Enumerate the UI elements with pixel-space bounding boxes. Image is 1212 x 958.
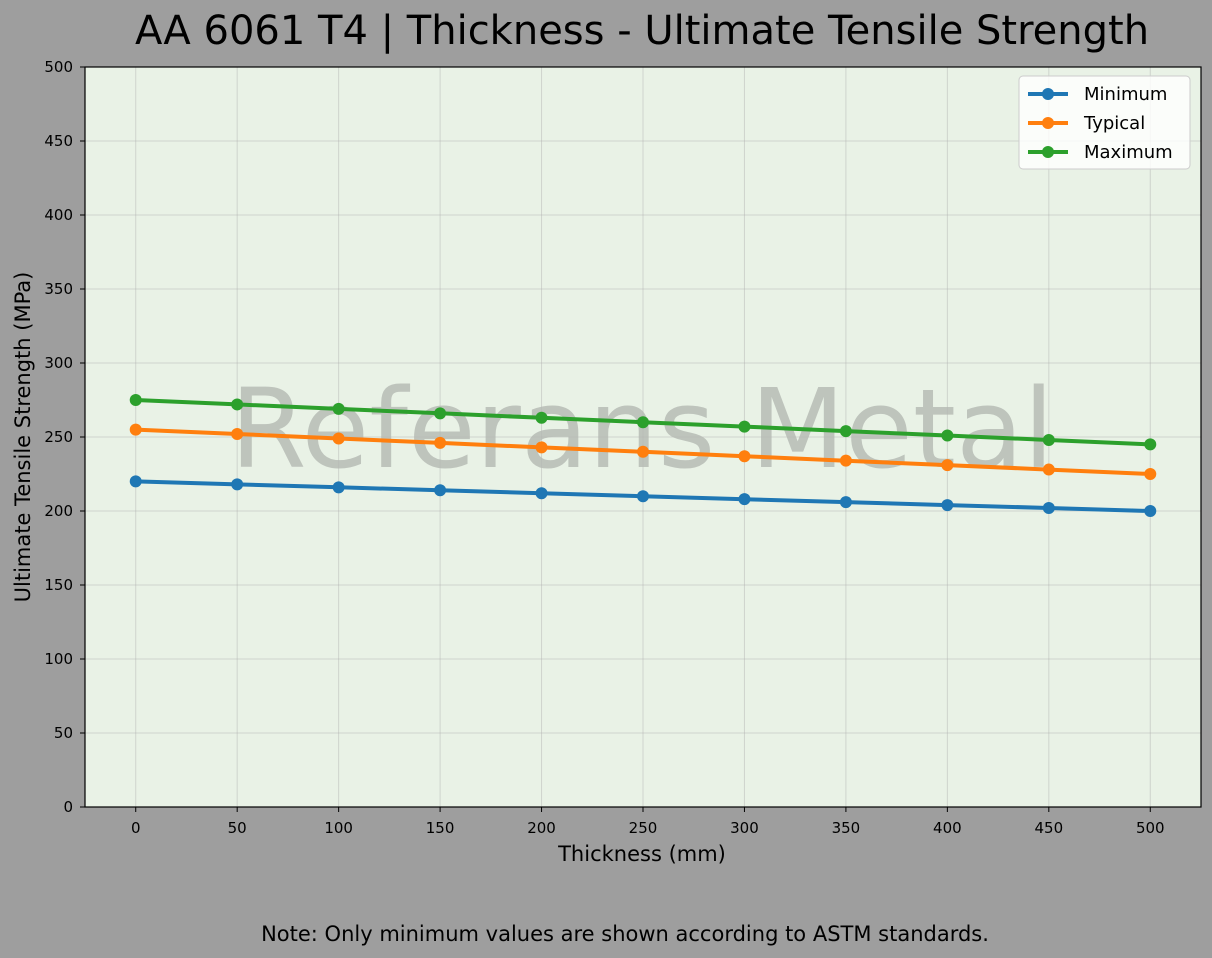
legend-entry-minimum: Minimum bbox=[1028, 84, 1167, 105]
data-point bbox=[1042, 433, 1055, 446]
data-point bbox=[738, 450, 751, 463]
x-tick-label: 500 bbox=[1136, 819, 1165, 837]
y-axis-ticks: 0 50 100 150 200 250 300 350 400 450 500 bbox=[44, 58, 85, 816]
y-tick-label: 400 bbox=[44, 206, 73, 224]
legend: Minimum Typical Maximum bbox=[1018, 75, 1191, 170]
y-tick-label: 50 bbox=[54, 724, 73, 742]
data-point bbox=[637, 445, 649, 458]
x-tick-label: 200 bbox=[527, 819, 556, 837]
legend-swatch-marker bbox=[1042, 146, 1054, 158]
data-point bbox=[129, 394, 142, 406]
data-point bbox=[231, 398, 244, 411]
series-typical bbox=[129, 423, 1157, 480]
watermark: Referans Metal bbox=[230, 365, 1054, 493]
data-point bbox=[941, 429, 954, 442]
x-axis-ticks: 0 50 100 150 200 250 300 350 400 450 500 bbox=[131, 807, 1165, 837]
data-point bbox=[839, 425, 852, 438]
series-layer bbox=[129, 394, 1157, 517]
legend-box bbox=[1018, 75, 1191, 170]
data-point bbox=[637, 416, 649, 429]
x-tick-label: 250 bbox=[629, 819, 658, 837]
data-point bbox=[1144, 505, 1157, 517]
x-tick-label: 150 bbox=[426, 819, 455, 837]
x-tick-label: 300 bbox=[730, 819, 759, 837]
data-point bbox=[535, 411, 548, 424]
series-maximum bbox=[129, 394, 1157, 451]
data-point bbox=[1144, 468, 1157, 480]
data-point bbox=[1144, 438, 1157, 451]
data-point bbox=[535, 441, 548, 454]
x-tick-label: 450 bbox=[1034, 819, 1063, 837]
legend-label: Maximum bbox=[1084, 142, 1173, 163]
data-point bbox=[839, 454, 852, 467]
legend-label: Minimum bbox=[1084, 84, 1167, 105]
y-tick-label: 350 bbox=[44, 280, 73, 298]
data-point bbox=[738, 420, 751, 433]
legend-swatch-marker bbox=[1042, 117, 1054, 129]
x-tick-label: 400 bbox=[933, 819, 962, 837]
data-point bbox=[332, 402, 345, 415]
data-point bbox=[231, 428, 244, 441]
data-point bbox=[941, 459, 954, 472]
legend-entry-typical: Typical bbox=[1028, 113, 1145, 134]
data-point bbox=[129, 475, 142, 488]
data-point bbox=[738, 493, 751, 506]
y-tick-label: 0 bbox=[63, 798, 73, 816]
data-point bbox=[231, 478, 244, 491]
series-minimum bbox=[129, 475, 1157, 517]
data-point bbox=[434, 407, 447, 420]
y-tick-label: 250 bbox=[44, 428, 73, 446]
data-point bbox=[434, 484, 447, 497]
data-point bbox=[332, 481, 345, 494]
data-point bbox=[129, 423, 142, 436]
data-point bbox=[434, 436, 447, 449]
data-point bbox=[941, 499, 954, 512]
y-tick-label: 450 bbox=[44, 132, 73, 150]
data-point bbox=[637, 490, 649, 503]
y-tick-label: 300 bbox=[44, 354, 73, 372]
data-point bbox=[535, 487, 548, 500]
x-tick-label: 350 bbox=[832, 819, 861, 837]
legend-entry-maximum: Maximum bbox=[1028, 142, 1173, 163]
chart-title: AA 6061 T4 | Thickness - Ultimate Tensil… bbox=[135, 8, 1149, 54]
x-tick-label: 0 bbox=[131, 819, 141, 837]
x-tick-label: 100 bbox=[324, 819, 353, 837]
y-tick-label: 100 bbox=[44, 650, 73, 668]
data-point bbox=[332, 432, 345, 445]
y-tick-label: 500 bbox=[44, 58, 73, 76]
data-point bbox=[1042, 502, 1055, 515]
data-point bbox=[1042, 463, 1055, 476]
legend-label: Typical bbox=[1083, 113, 1145, 134]
x-tick-label: 50 bbox=[228, 819, 247, 837]
y-axis-label: Ultimate Tensile Strength (MPa) bbox=[11, 272, 35, 603]
legend-swatch-marker bbox=[1042, 88, 1054, 100]
footnote: Note: Only minimum values are shown acco… bbox=[261, 922, 989, 946]
y-tick-label: 150 bbox=[44, 576, 73, 594]
data-point bbox=[839, 496, 852, 509]
y-tick-label: 200 bbox=[44, 502, 73, 520]
x-axis-label: Thickness (mm) bbox=[557, 842, 726, 866]
